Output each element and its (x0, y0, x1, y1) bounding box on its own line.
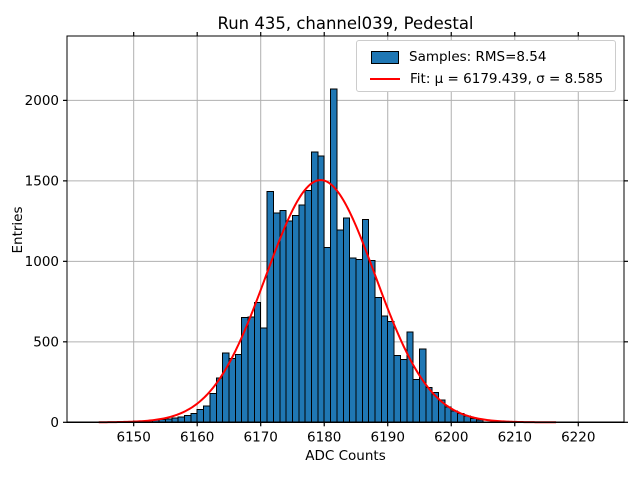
histogram-bar (228, 358, 236, 423)
histogram-bar (279, 210, 287, 423)
x-axis-label: ADC Counts (305, 448, 386, 464)
histogram-bar (418, 348, 427, 423)
x-tick-label: 6190 (371, 429, 405, 445)
legend-samples-label: Samples: RMS=8.54 (409, 49, 547, 65)
chart-title: Run 435, channel039, Pedestal (217, 14, 474, 33)
histogram-bar (355, 259, 363, 423)
histogram-bar (209, 392, 217, 423)
histogram-bar (317, 155, 325, 423)
histogram-bar (336, 229, 344, 423)
histogram-bar (247, 316, 255, 423)
histogram-bar (234, 354, 243, 423)
histogram-bar (171, 417, 179, 423)
y-tick-label: 1000 (25, 254, 59, 270)
histogram-bar (183, 415, 192, 423)
x-tick-label: 6150 (117, 429, 151, 445)
histogram-bar (374, 297, 382, 423)
histogram-bar (412, 379, 420, 423)
x-tick-label: 6170 (244, 429, 278, 445)
legend-box: Samples: RMS=8.54 Fit: μ = 6179.439, σ =… (356, 40, 616, 92)
histogram-bar (177, 416, 185, 423)
histogram-bar (285, 220, 293, 423)
x-tick-label: 6180 (307, 429, 341, 445)
histogram-bar (393, 355, 401, 423)
histogram-bar (253, 301, 262, 423)
histogram-bar (311, 151, 319, 423)
legend-fit-label: Fit: μ = 6179.439, σ = 8.585 (410, 71, 604, 87)
histogram-bar (380, 315, 389, 423)
legend-entry-fit: Fit: μ = 6179.439, σ = 8.585 (357, 69, 603, 89)
y-tick-label: 0 (50, 415, 59, 431)
histogram-bar (190, 412, 198, 423)
histogram-bar (349, 257, 357, 423)
histogram-bar (215, 377, 224, 423)
x-tick-label: 6210 (498, 429, 532, 445)
x-tick-label: 6160 (180, 429, 214, 445)
histogram-bar (406, 331, 414, 423)
histogram-bar (444, 406, 452, 423)
histogram-bar (387, 321, 395, 423)
y-axis-label: Entries (10, 206, 26, 254)
x-tick-label: 6220 (561, 429, 595, 445)
legend-entry-samples: Samples: RMS=8.54 (357, 47, 546, 67)
y-tick-label: 1500 (25, 173, 59, 189)
x-tick-label: 6200 (434, 429, 468, 445)
histogram-color-swatch (371, 50, 399, 64)
histogram-bar (260, 327, 268, 423)
histogram-bar (323, 247, 332, 423)
histogram-bar (342, 217, 351, 423)
histogram-bar (291, 214, 300, 423)
gaussian-fit-line (98, 179, 557, 424)
histogram-bar (196, 408, 205, 423)
histogram-bar (399, 359, 408, 423)
axes-frame (66, 35, 625, 423)
histogram-bar (425, 387, 433, 423)
histogram-bar (298, 204, 306, 423)
histogram-bar (450, 410, 459, 423)
histogram-bar (304, 190, 313, 423)
histogram-bar (203, 405, 211, 423)
histogram-bar (330, 88, 338, 423)
fit-line-swatch (370, 78, 400, 80)
histogram-bar (266, 190, 274, 423)
histogram-bar (368, 260, 376, 423)
y-tick-label: 500 (33, 334, 59, 350)
y-tick-label: 2000 (25, 93, 59, 109)
